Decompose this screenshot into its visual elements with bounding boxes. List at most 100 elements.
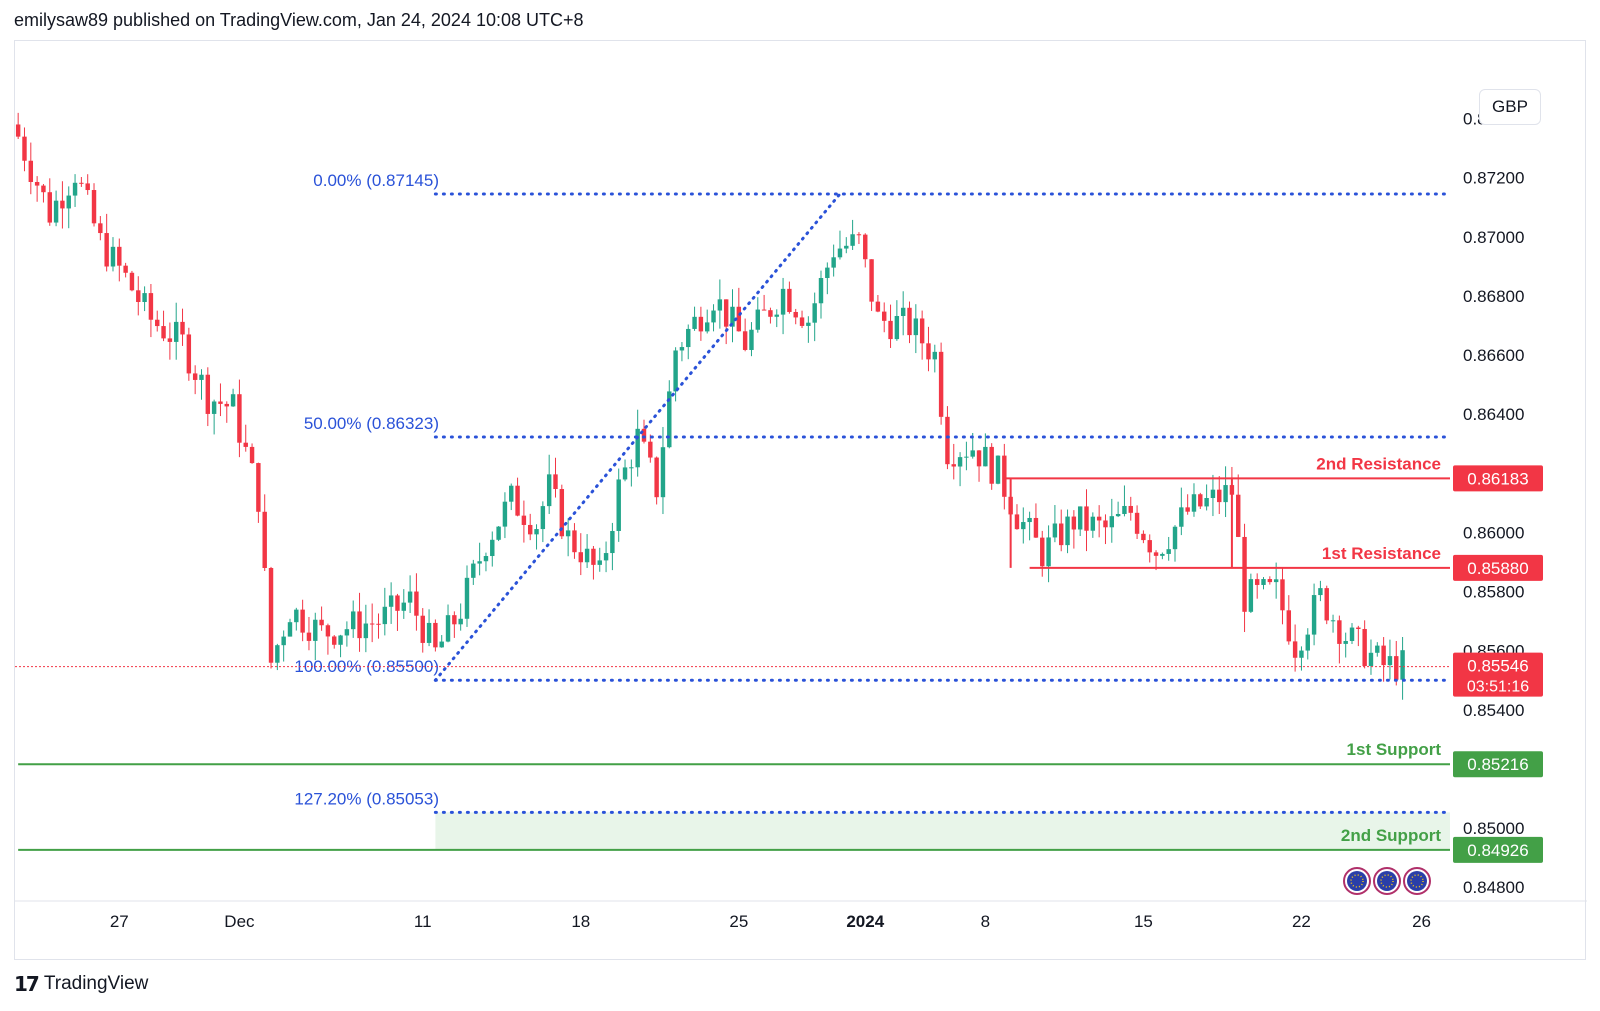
candle-body [142,293,147,303]
candle-body [1236,494,1241,537]
candle-body [875,301,881,312]
candle-body [603,553,609,561]
candle-body [155,319,160,327]
candle-body [654,457,659,498]
candlestick-chart[interactable]: 0.874000.872000.870000.868000.866000.864… [15,41,1587,961]
candle-body [1337,620,1342,644]
candle-body [1153,552,1159,556]
candle-body [1368,652,1374,666]
candle-body [300,609,305,633]
candle-body [1299,650,1304,658]
candle-body [1362,628,1367,666]
candle-body [629,467,634,469]
candle-body [464,577,470,619]
candle-body [1210,489,1216,499]
candle-body [730,306,735,327]
candle-body [546,474,552,507]
candle-body [679,347,685,351]
candle-body [888,320,893,340]
candle-body [1059,523,1064,546]
candle-body [1021,522,1026,530]
candle-body [705,322,710,332]
candle-body [945,416,950,465]
candle-body [496,526,501,540]
candle-body [559,489,565,537]
candle-body [597,560,602,565]
candle-body [698,316,704,332]
resistance-label: 2nd Resistance [1316,454,1441,473]
candle-body [553,474,558,490]
price-tick-label: 0.86600 [1463,346,1524,365]
publisher-header: emilysaw89 published on TradingView.com,… [14,10,584,30]
candle-body [129,272,135,291]
candle-body [1166,549,1171,554]
time-tick-label: 25 [729,912,748,931]
candle-body [180,321,185,335]
candle-body [1273,579,1279,583]
candle-body [951,464,956,467]
candle-body [85,183,90,191]
candle-body [395,595,400,611]
candle-body [515,485,520,516]
candle-body [1040,537,1045,567]
chart-frame[interactable]: 0.874000.872000.870000.868000.866000.864… [14,40,1587,961]
candle-body [173,321,179,342]
candle-body [844,245,849,249]
candle-body [268,567,274,663]
candle-body [1065,516,1070,546]
candle-body [426,622,432,643]
candle-body [831,257,836,268]
candle-body [332,636,337,645]
currency-label[interactable]: GBP [1479,89,1541,125]
price-tick-label: 0.87000 [1463,228,1524,247]
candle-body [60,200,65,209]
support-price-tag [1453,751,1543,778]
candle-body [926,343,931,360]
candle-body [825,267,830,279]
time-tick-label: 15 [1134,912,1153,931]
support-price-value: 0.84926 [1467,841,1528,860]
candle-body [717,299,723,311]
fib-level-label: 100.00% (0.85500) [294,657,439,676]
candle-body [970,450,975,457]
candle-body [736,306,742,332]
price-tick-label: 0.86000 [1463,523,1524,542]
candle-body [22,136,27,161]
fib-level-label: 50.00% (0.86323) [304,414,439,433]
candle-body [1343,640,1348,644]
candle-body [338,635,343,645]
candle-body [98,223,103,234]
candle-body [1172,526,1178,550]
candle-body [224,403,229,407]
candle-body [1198,494,1203,507]
eu-flag-icon [1377,871,1397,891]
candle-body [325,625,331,637]
candle-body [578,552,583,563]
price-tick-label: 0.87200 [1463,169,1524,188]
resistance-price-value: 0.86183 [1467,469,1528,488]
candle-body [964,456,969,458]
candle-body [711,310,716,323]
time-tick-label: 2024 [846,912,884,931]
countdown-timer: 03:51:16 [1467,679,1529,696]
candle-body [919,318,925,344]
eu-stars [1410,874,1424,888]
candle-body [584,548,590,563]
candle-body [749,329,754,350]
candle-body [363,623,369,639]
candle-body [211,401,217,414]
candle-body [1311,595,1317,635]
candle-body [1223,485,1228,503]
candle-body [1242,536,1247,612]
candle-body [237,394,242,443]
candle-body [787,288,792,312]
footer-brand[interactable]: 17 TradingView [14,972,148,996]
price-tick-label: 0.84800 [1463,878,1524,897]
time-tick-label: 8 [981,912,990,931]
candle-body [1248,579,1254,612]
candle-body [369,623,375,625]
candle-body [660,447,666,498]
candle-body [1090,516,1096,531]
candle-body [1033,517,1039,538]
resistance-price-value: 0.85880 [1467,559,1528,578]
